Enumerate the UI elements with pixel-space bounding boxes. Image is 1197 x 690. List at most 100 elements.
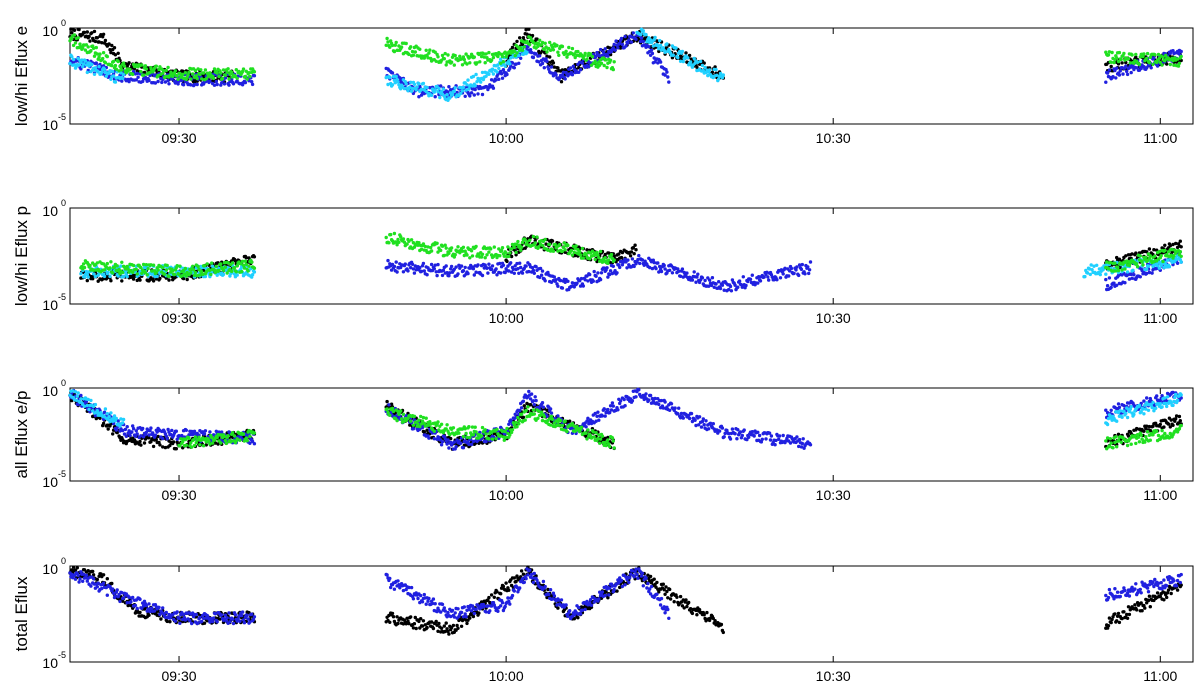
data-point: [471, 267, 476, 271]
data-point: [111, 59, 116, 64]
data-point: [468, 61, 472, 65]
data-point: [1159, 263, 1163, 267]
data-point: [720, 426, 725, 430]
data-point: [460, 249, 465, 253]
data-point: [243, 74, 248, 79]
data-point: [733, 283, 737, 287]
data-point: [666, 75, 670, 79]
data-point: [543, 279, 547, 283]
data-point: [738, 430, 743, 434]
data-point: [657, 47, 661, 51]
data-point: [157, 67, 161, 72]
data-point: [235, 76, 239, 81]
data-point: [678, 274, 683, 278]
data-point: [138, 278, 142, 282]
data-point: [166, 427, 170, 432]
data-point: [542, 66, 546, 70]
data-point: [134, 78, 138, 82]
data-point: [611, 264, 615, 268]
data-point: [415, 85, 419, 89]
data-point: [156, 79, 160, 84]
data-point: [1132, 61, 1136, 65]
data-point: [81, 64, 85, 69]
data-point: [120, 279, 124, 283]
data-point: [479, 255, 484, 259]
data-point: [1104, 272, 1108, 276]
data-point: [453, 86, 457, 90]
data-point: [501, 60, 506, 64]
data-point: [1116, 268, 1121, 273]
data-point: [717, 280, 721, 284]
data-point: [1145, 66, 1149, 70]
data-point: [1145, 424, 1149, 428]
data-point: [101, 421, 106, 426]
data-point: [618, 265, 622, 270]
data-point: [650, 396, 655, 401]
data-point: [437, 86, 441, 91]
data-point: [495, 273, 499, 277]
data-point: [649, 48, 654, 52]
data-point: [412, 271, 417, 275]
data-point: [807, 268, 812, 272]
y-tick-exponent: 0: [61, 198, 66, 208]
data-point: [703, 65, 707, 70]
data-point: [1129, 70, 1133, 75]
data-point: [139, 265, 143, 270]
data-point: [447, 446, 451, 450]
data-point: [585, 248, 589, 252]
data-point: [710, 70, 715, 75]
data-point: [640, 258, 645, 262]
data-point: [1135, 264, 1140, 269]
data-point: [608, 269, 613, 273]
data-point: [721, 73, 725, 77]
data-point: [195, 76, 199, 81]
data-point: [448, 96, 452, 100]
data-point: [1111, 75, 1115, 79]
data-point: [219, 262, 223, 266]
data-point: [1146, 264, 1151, 268]
data-point: [489, 58, 494, 62]
data-point: [528, 397, 533, 401]
data-point: [594, 54, 598, 58]
data-point: [700, 419, 705, 424]
data-point: [510, 61, 515, 65]
y-axis-label: low/hi Eflux e: [12, 26, 31, 126]
data-point: [183, 266, 188, 271]
x-tick-label: 10:30: [816, 130, 851, 146]
data-point: [1098, 272, 1103, 277]
data-point: [560, 249, 565, 253]
data-point: [90, 31, 94, 35]
data-point: [585, 419, 589, 423]
data-point: [700, 276, 705, 280]
data-point: [386, 40, 390, 44]
data-point: [681, 275, 685, 279]
data-point: [161, 71, 165, 76]
data-point: [439, 84, 443, 88]
data-point: [384, 43, 388, 47]
data-point: [593, 411, 597, 416]
data-point: [525, 240, 529, 244]
data-point: [106, 270, 110, 275]
data-point: [411, 267, 416, 271]
data-point: [720, 75, 725, 80]
data-point: [560, 286, 565, 290]
data-point: [248, 74, 252, 79]
data-point: [543, 237, 547, 242]
data-point: [250, 82, 255, 87]
data-point: [679, 411, 684, 416]
data-point: [1148, 254, 1153, 258]
data-point: [429, 245, 433, 250]
data-point: [223, 265, 228, 269]
data-point: [653, 35, 657, 40]
data-point: [181, 276, 186, 281]
data-point: [504, 251, 508, 255]
data-point: [548, 407, 553, 411]
data-point: [647, 398, 651, 402]
data-point: [561, 70, 566, 75]
data-point: [433, 88, 437, 92]
data-point: [498, 261, 502, 266]
data-point: [191, 72, 195, 76]
data-point: [506, 245, 510, 249]
data-point: [699, 425, 704, 429]
